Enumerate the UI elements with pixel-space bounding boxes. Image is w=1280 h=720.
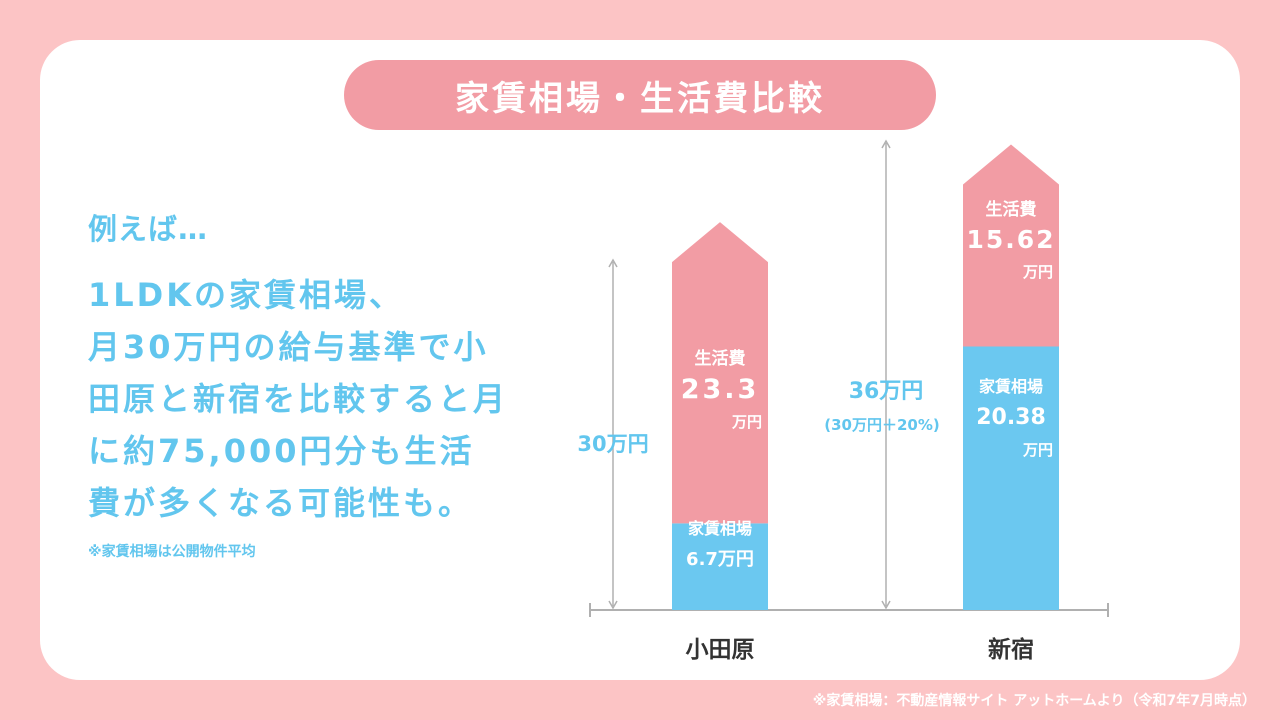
shinjuku-living-unit: 万円 [1022,263,1053,281]
body-line-4: に約75,000円分も生活 [88,432,475,470]
bar-shinjuku-living [963,144,1059,347]
page-title: 家賃相場・生活費比較 [344,60,936,130]
shinjuku-total-sub: (30万円＋20%) [824,416,940,434]
rent-note: ※家賃相場は公開物件平均 [88,544,256,560]
odawara-living-name: 生活費 [694,349,746,369]
bar-odawara-rent [672,523,768,610]
intro-text: 例えば… [88,212,209,246]
shinjuku-rent-unit: 万円 [1022,441,1053,459]
odawara-living-unit: 万円 [731,413,762,431]
shinjuku-rent-name: 家賃相場 [978,377,1043,396]
odawara-rent-name: 家賃相場 [687,519,752,538]
shinjuku-living-name: 生活費 [985,200,1037,220]
odawara-living-value: 23.3 [680,374,760,405]
odawara-total-arrow [608,258,618,610]
shinjuku-living-value: 15.62 [966,225,1056,254]
body-line-2: 月30万円の給与基準で小 [88,328,489,366]
bar-shinjuku-rent [963,346,1059,610]
source-note: ※家賃相場：不動産情報サイト アットホームより（令和7年7月時点） [812,693,1256,709]
body-line-3: 田原と新宿を比較すると月 [88,380,509,418]
category-label-shinjuku: 新宿 [988,637,1034,663]
category-label-odawara: 小田原 [685,637,755,663]
bar-odawara-living [672,222,768,524]
odawara-rent-value: 6.7万円 [686,549,754,570]
shinjuku-total-arrow [881,139,891,610]
shinjuku-rent-value: 20.38 [976,405,1046,430]
body-line-1: 1LDKの家賃相場、 [88,276,405,314]
odawara-total-label: 30万円 [577,432,649,456]
shinjuku-total-label: 36万円 [848,379,924,404]
body-line-5: 費が多くなる可能性も。 [88,484,474,522]
